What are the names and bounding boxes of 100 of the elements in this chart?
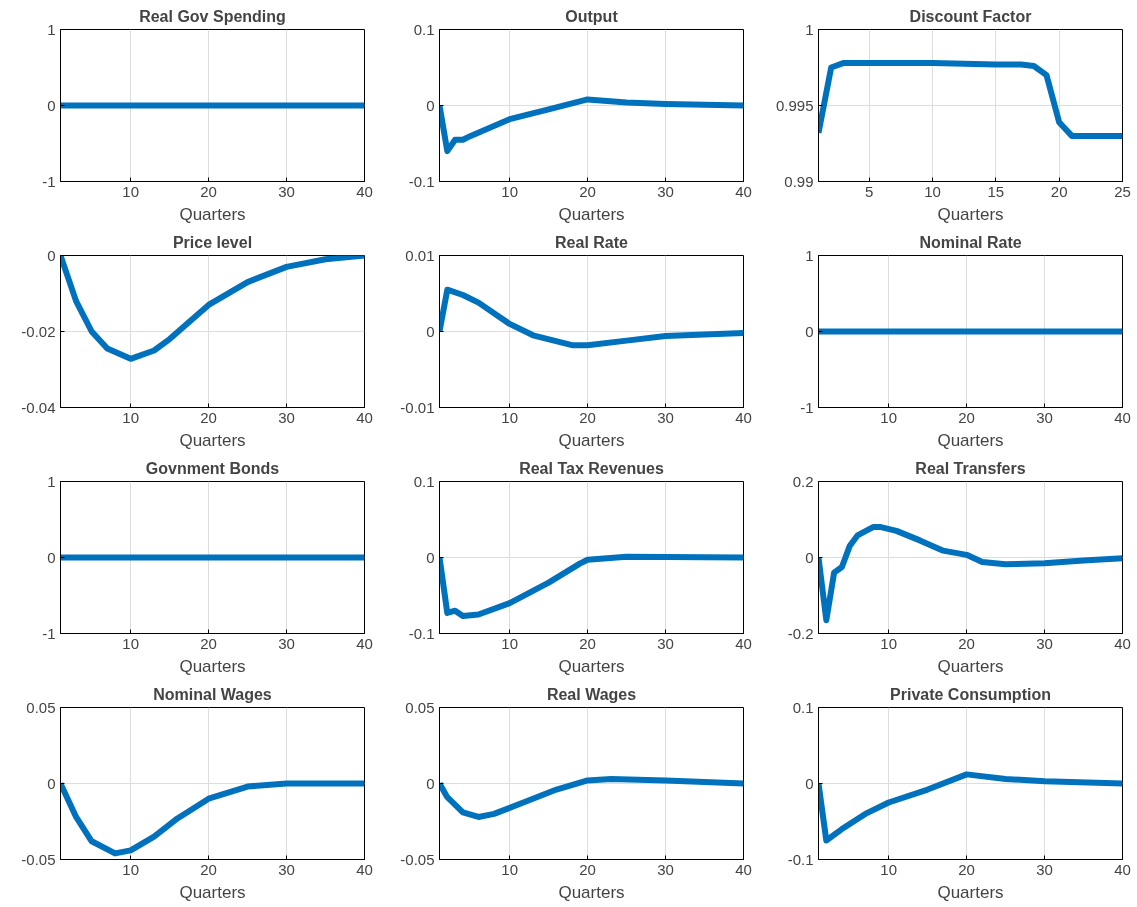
x-tick-label: 40 — [356, 182, 373, 200]
x-tick-label: 10 — [880, 408, 897, 426]
x-tick-label: 30 — [278, 408, 295, 426]
y-tick-label: -0.2 — [787, 624, 814, 642]
x-axis-title: Quarters — [937, 204, 1004, 224]
y-tick-label: 0 — [805, 774, 814, 792]
x-tick-label: 10 — [501, 860, 518, 878]
y-tick-label: 1 — [47, 472, 56, 490]
x-axis-title: Quarters — [937, 882, 1004, 902]
x-axis-title: Quarters — [179, 656, 246, 676]
y-tick-label: 0 — [805, 548, 814, 566]
x-tick-label: 20 — [958, 860, 975, 878]
x-tick-label: 10 — [924, 182, 941, 200]
x-axis-title: Quarters — [558, 656, 625, 676]
x-tick-label: 20 — [200, 634, 217, 652]
x-tick-label: 10 — [880, 860, 897, 878]
x-tick-label: 10 — [501, 408, 518, 426]
x-tick-label: 40 — [735, 634, 752, 652]
x-tick-label: 20 — [200, 860, 217, 878]
x-tick-label: 20 — [958, 634, 975, 652]
y-tick-label: 0 — [47, 774, 56, 792]
y-tick-label: 0 — [47, 96, 56, 114]
x-tick-label: 40 — [735, 182, 752, 200]
x-tick-label: 20 — [958, 408, 975, 426]
y-tick-label: -0.01 — [400, 398, 435, 416]
chart-title: Output — [565, 7, 619, 25]
x-axis-title: Quarters — [558, 204, 625, 224]
chart-title: Discount Factor — [909, 7, 1032, 25]
x-axis-title: Quarters — [179, 204, 246, 224]
y-tick-label: -0.02 — [21, 322, 56, 340]
y-tick-label: 1 — [805, 20, 814, 38]
chart-title: Real Transfers — [915, 459, 1026, 477]
x-tick-label: 40 — [735, 860, 752, 878]
x-tick-label: 20 — [579, 860, 596, 878]
x-tick-label: 10 — [122, 860, 139, 878]
x-tick-label: 30 — [278, 860, 295, 878]
x-tick-label: 30 — [1036, 408, 1053, 426]
x-tick-label: 20 — [579, 408, 596, 426]
y-tick-label: 0 — [426, 322, 435, 340]
x-tick-label: 40 — [735, 408, 752, 426]
y-tick-label: -0.1 — [787, 850, 814, 868]
y-tick-label: 0.99 — [784, 172, 814, 190]
y-tick-label: 0 — [426, 548, 435, 566]
y-tick-label: -0.04 — [21, 398, 56, 416]
x-axis-title: Quarters — [179, 882, 246, 902]
x-tick-label: 30 — [1036, 634, 1053, 652]
x-tick-label: 30 — [278, 182, 295, 200]
chart-title: Nominal Wages — [153, 685, 272, 703]
x-tick-label: 10 — [880, 634, 897, 652]
chart-title: Govnment Bonds — [145, 459, 280, 477]
y-tick-label: 1 — [805, 246, 814, 264]
y-tick-label: 0.1 — [413, 20, 435, 38]
y-tick-label: -1 — [42, 624, 56, 642]
x-tick-label: 30 — [1036, 860, 1053, 878]
x-tick-label: 40 — [356, 408, 373, 426]
y-tick-label: -1 — [800, 398, 814, 416]
x-tick-label: 30 — [657, 408, 674, 426]
x-tick-label: 20 — [200, 182, 217, 200]
y-tick-label: 0 — [426, 774, 435, 792]
x-tick-label: 30 — [657, 182, 674, 200]
x-tick-label: 40 — [1114, 408, 1131, 426]
y-tick-label: 0.01 — [405, 246, 435, 264]
x-axis-title: Quarters — [558, 882, 625, 902]
x-axis-title: Quarters — [937, 656, 1004, 676]
x-tick-label: 40 — [1114, 860, 1131, 878]
chart-title: Real Tax Revenues — [519, 459, 664, 477]
chart-title: Real Wages — [546, 685, 637, 703]
x-tick-label: 10 — [122, 182, 139, 200]
y-tick-label: 0.05 — [405, 698, 435, 716]
x-tick-label: 30 — [657, 860, 674, 878]
x-tick-label: 25 — [1114, 182, 1131, 200]
x-tick-label: 20 — [200, 408, 217, 426]
x-tick-label: 20 — [1050, 182, 1068, 200]
y-tick-label: -0.1 — [408, 172, 435, 190]
y-tick-label: -1 — [42, 172, 56, 190]
x-tick-label: 40 — [356, 634, 373, 652]
x-tick-label: 30 — [278, 634, 295, 652]
x-tick-label: 10 — [501, 634, 518, 652]
chart-title: Real Gov Spending — [139, 7, 286, 25]
x-axis-title: Quarters — [558, 430, 625, 450]
y-tick-label: 0.05 — [26, 698, 56, 716]
x-tick-label: 30 — [657, 634, 674, 652]
y-tick-label: -0.05 — [21, 850, 56, 868]
x-tick-label: 20 — [579, 634, 596, 652]
y-tick-label: 0 — [426, 96, 435, 114]
x-axis-title: Quarters — [179, 430, 246, 450]
chart-title: Real Rate — [555, 233, 629, 251]
y-tick-label: 0.995 — [775, 96, 814, 114]
y-tick-label: 0.1 — [792, 698, 814, 716]
y-tick-label: 0.1 — [413, 472, 435, 490]
y-tick-label: 1 — [47, 20, 56, 38]
x-tick-label: 5 — [865, 182, 874, 200]
x-tick-label: 10 — [122, 408, 139, 426]
x-tick-label: 10 — [122, 634, 139, 652]
y-tick-label: -0.1 — [408, 624, 435, 642]
chart-title: Nominal Rate — [919, 233, 1022, 251]
x-tick-label: 15 — [987, 182, 1005, 200]
y-tick-label: 0 — [47, 246, 56, 264]
chart-title: Private Consumption — [890, 685, 1051, 703]
y-tick-label: 0 — [47, 548, 56, 566]
